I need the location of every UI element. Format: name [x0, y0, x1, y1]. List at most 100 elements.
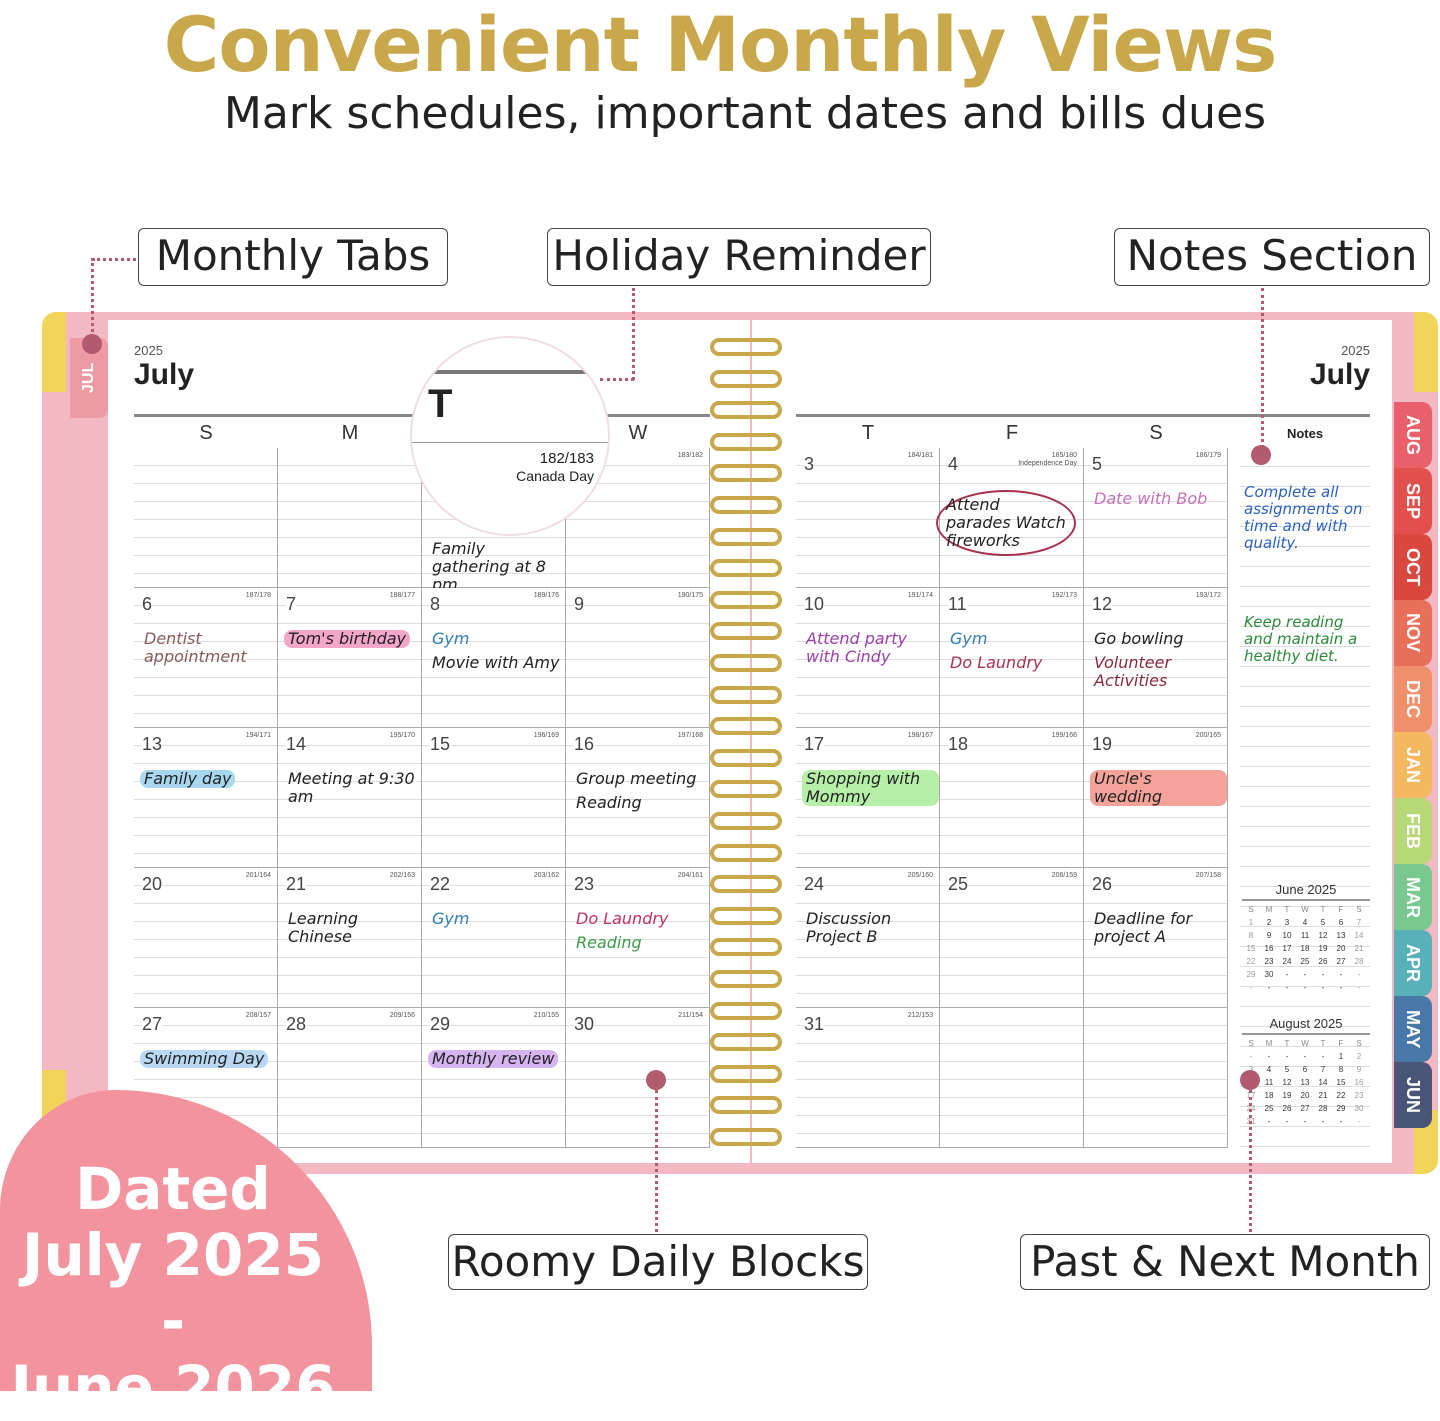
tab-sep[interactable]: SEP: [1394, 468, 1432, 534]
tab-mar[interactable]: MAR: [1394, 864, 1432, 930]
mini-calendar-day: 27: [1300, 1104, 1310, 1113]
handwritten-note: Monthly review: [428, 1050, 559, 1068]
tab-jan[interactable]: JAN: [1394, 732, 1432, 798]
handwritten-note: Learning Chinese: [288, 909, 359, 946]
day-cell[interactable]: [278, 448, 422, 588]
day-of-year: 198/167: [908, 732, 933, 740]
day-cell[interactable]: 4 185/180 Independence Day Attend parades W…: [936, 448, 1084, 588]
callout-holiday-reminder: Holiday Reminder: [547, 228, 931, 286]
mini-calendar-day: 18: [1264, 1091, 1274, 1100]
day-number: 20: [142, 874, 163, 895]
notes-section: Complete all assignments on time and wit…: [1240, 484, 1375, 727]
handwritten-note: Go bowling: [1094, 629, 1184, 648]
month-left: July: [134, 358, 195, 391]
day-number: 19: [1092, 734, 1113, 755]
mini-calendar-day: 18: [1300, 944, 1310, 953]
day-cell[interactable]: 11 192/173 Gym Do Laundry: [940, 588, 1084, 728]
day-cell[interactable]: 15 196/169: [422, 728, 566, 868]
mini-calendar-week: 29 30 - - - - -: [1242, 968, 1368, 981]
tab-may[interactable]: MAY: [1394, 996, 1432, 1062]
mini-calendar-day: 6: [1338, 918, 1344, 927]
day-number: 14: [286, 734, 307, 755]
mini-calendar-week: 31- - - - - -: [1242, 1115, 1368, 1128]
weekday-label: T: [1320, 905, 1326, 914]
day-notes: Gym Movie with Amy: [422, 630, 565, 676]
day-of-year-code: 195/170: [389, 732, 415, 739]
day-cell[interactable]: 7 188/177 Tom's birthday: [278, 588, 422, 728]
spiral-ring: [710, 401, 782, 420]
day-cell[interactable]: 24 205/160 Discussion Project B: [796, 868, 940, 1008]
day-cell[interactable]: [134, 448, 278, 588]
day-number: 17: [804, 734, 825, 755]
day-cell[interactable]: 6 187/178 Dentist appointment: [134, 588, 278, 728]
day-cell[interactable]: 26 207/158 Deadline for project A: [1084, 868, 1228, 1008]
corner-guard: [1414, 312, 1438, 392]
day-notes: Do Laundry Reading: [566, 910, 709, 956]
mini-calendar-day: 22: [1336, 1091, 1346, 1100]
day-of-year: 203/162: [534, 872, 559, 880]
spiral-ring: [710, 654, 782, 672]
day-cell[interactable]: 14 195/170 Meeting at 9:30 am: [278, 728, 422, 868]
headline: Convenient Monthly Views: [163, 0, 1278, 89]
day-cell[interactable]: 10 191/174 Attend party with Cindy: [796, 588, 940, 728]
mini-calendar-day: 10: [1282, 931, 1292, 940]
day-cell[interactable]: 19 200/165 Uncle's wedding: [1084, 728, 1228, 868]
day-cell[interactable]: 21 202/163 Learning Chinese: [278, 868, 422, 1008]
day-of-year-code: 185/180: [1051, 452, 1077, 459]
tab-feb[interactable]: FEB: [1394, 798, 1432, 864]
day-notes: Learning Chinese: [278, 910, 421, 952]
tab-oct[interactable]: OCT: [1394, 534, 1432, 600]
mini-calendar-day: 1: [1338, 1052, 1344, 1061]
day-cell[interactable]: [940, 1008, 1084, 1148]
day-of-year-code: 205/160: [907, 872, 933, 879]
day-notes: Dentist appointment: [134, 630, 277, 672]
notes-entry: Keep reading and maintain a healthy diet…: [1244, 613, 1358, 665]
tab-nov[interactable]: NOV: [1394, 600, 1432, 666]
day-cell[interactable]: 9 190/175: [566, 588, 710, 728]
weekday-label: M: [1265, 1039, 1273, 1048]
spiral-ring: [710, 527, 782, 546]
day-cell[interactable]: 13 194/171 Family day: [134, 728, 278, 868]
tab-jun[interactable]: JUN: [1394, 1062, 1432, 1128]
mini-calendar-day: 7: [1320, 1065, 1326, 1074]
day-cell[interactable]: 12 193/172 Go bowling Volunteer Activities: [1084, 588, 1228, 728]
handwritten-note: Gym: [432, 629, 470, 648]
day-cell[interactable]: 31 212/153: [796, 1008, 940, 1148]
day-cell[interactable]: [1084, 1008, 1228, 1148]
spiral-ring: [710, 496, 782, 514]
day-cell[interactable]: 29 210/155 Monthly review: [422, 1008, 566, 1148]
day-cell[interactable]: 20 201/164: [134, 868, 278, 1008]
day-cell[interactable]: 3 184/181: [796, 448, 940, 588]
weekday-label: T: [1284, 1039, 1290, 1048]
day-cell[interactable]: 28 209/156: [278, 1008, 422, 1148]
day-notes: Shopping with Mommy: [796, 770, 939, 812]
day-cell[interactable]: 17 198/167 Shopping with Mommy: [796, 728, 940, 868]
day-cell[interactable]: 23 204/161 Do Laundry Reading: [566, 868, 710, 1008]
tab-apr[interactable]: APR: [1394, 930, 1432, 996]
mini-calendar-day: 19: [1318, 944, 1328, 953]
day-cell[interactable]: 16 197/168 Group meeting Reading: [566, 728, 710, 868]
tab-dec[interactable]: DEC: [1394, 666, 1432, 732]
day-cell[interactable]: 22 203/162 Gym: [422, 868, 566, 1008]
magnifier-rule: [432, 370, 592, 374]
tab-aug[interactable]: AUG: [1394, 402, 1432, 468]
mini-calendar-day: 22: [1246, 957, 1256, 966]
mini-calendar-table: SMTWTFS-----1234567891011121314151617181…: [1242, 1037, 1368, 1128]
day-cell[interactable]: 5 186/179 Date with Bob: [1084, 448, 1228, 588]
day-number: 31: [804, 1014, 825, 1035]
day-notes: Attend parades Watch fireworks: [936, 490, 1083, 562]
day-cell[interactable]: 25 206/159: [940, 868, 1084, 1008]
day-notes: Gym Do Laundry: [940, 630, 1083, 676]
spiral-ring: [710, 970, 782, 988]
spiral-ring: [710, 780, 782, 799]
mini-calendar-day: -: [1285, 983, 1289, 992]
day-number: 25: [948, 874, 969, 895]
day-cell[interactable]: 30 211/154: [566, 1008, 710, 1148]
mini-calendar-day: 25: [1300, 957, 1310, 966]
day-of-year: 195/170: [390, 732, 415, 740]
day-of-year-code: 192/173: [1051, 592, 1077, 599]
day-cell[interactable]: 18 199/166: [940, 728, 1084, 868]
day-cell[interactable]: 8 189/176 Gym Movie with Amy: [422, 588, 566, 728]
day-of-year: 206/159: [1052, 872, 1077, 880]
day-number: 18: [948, 734, 969, 755]
